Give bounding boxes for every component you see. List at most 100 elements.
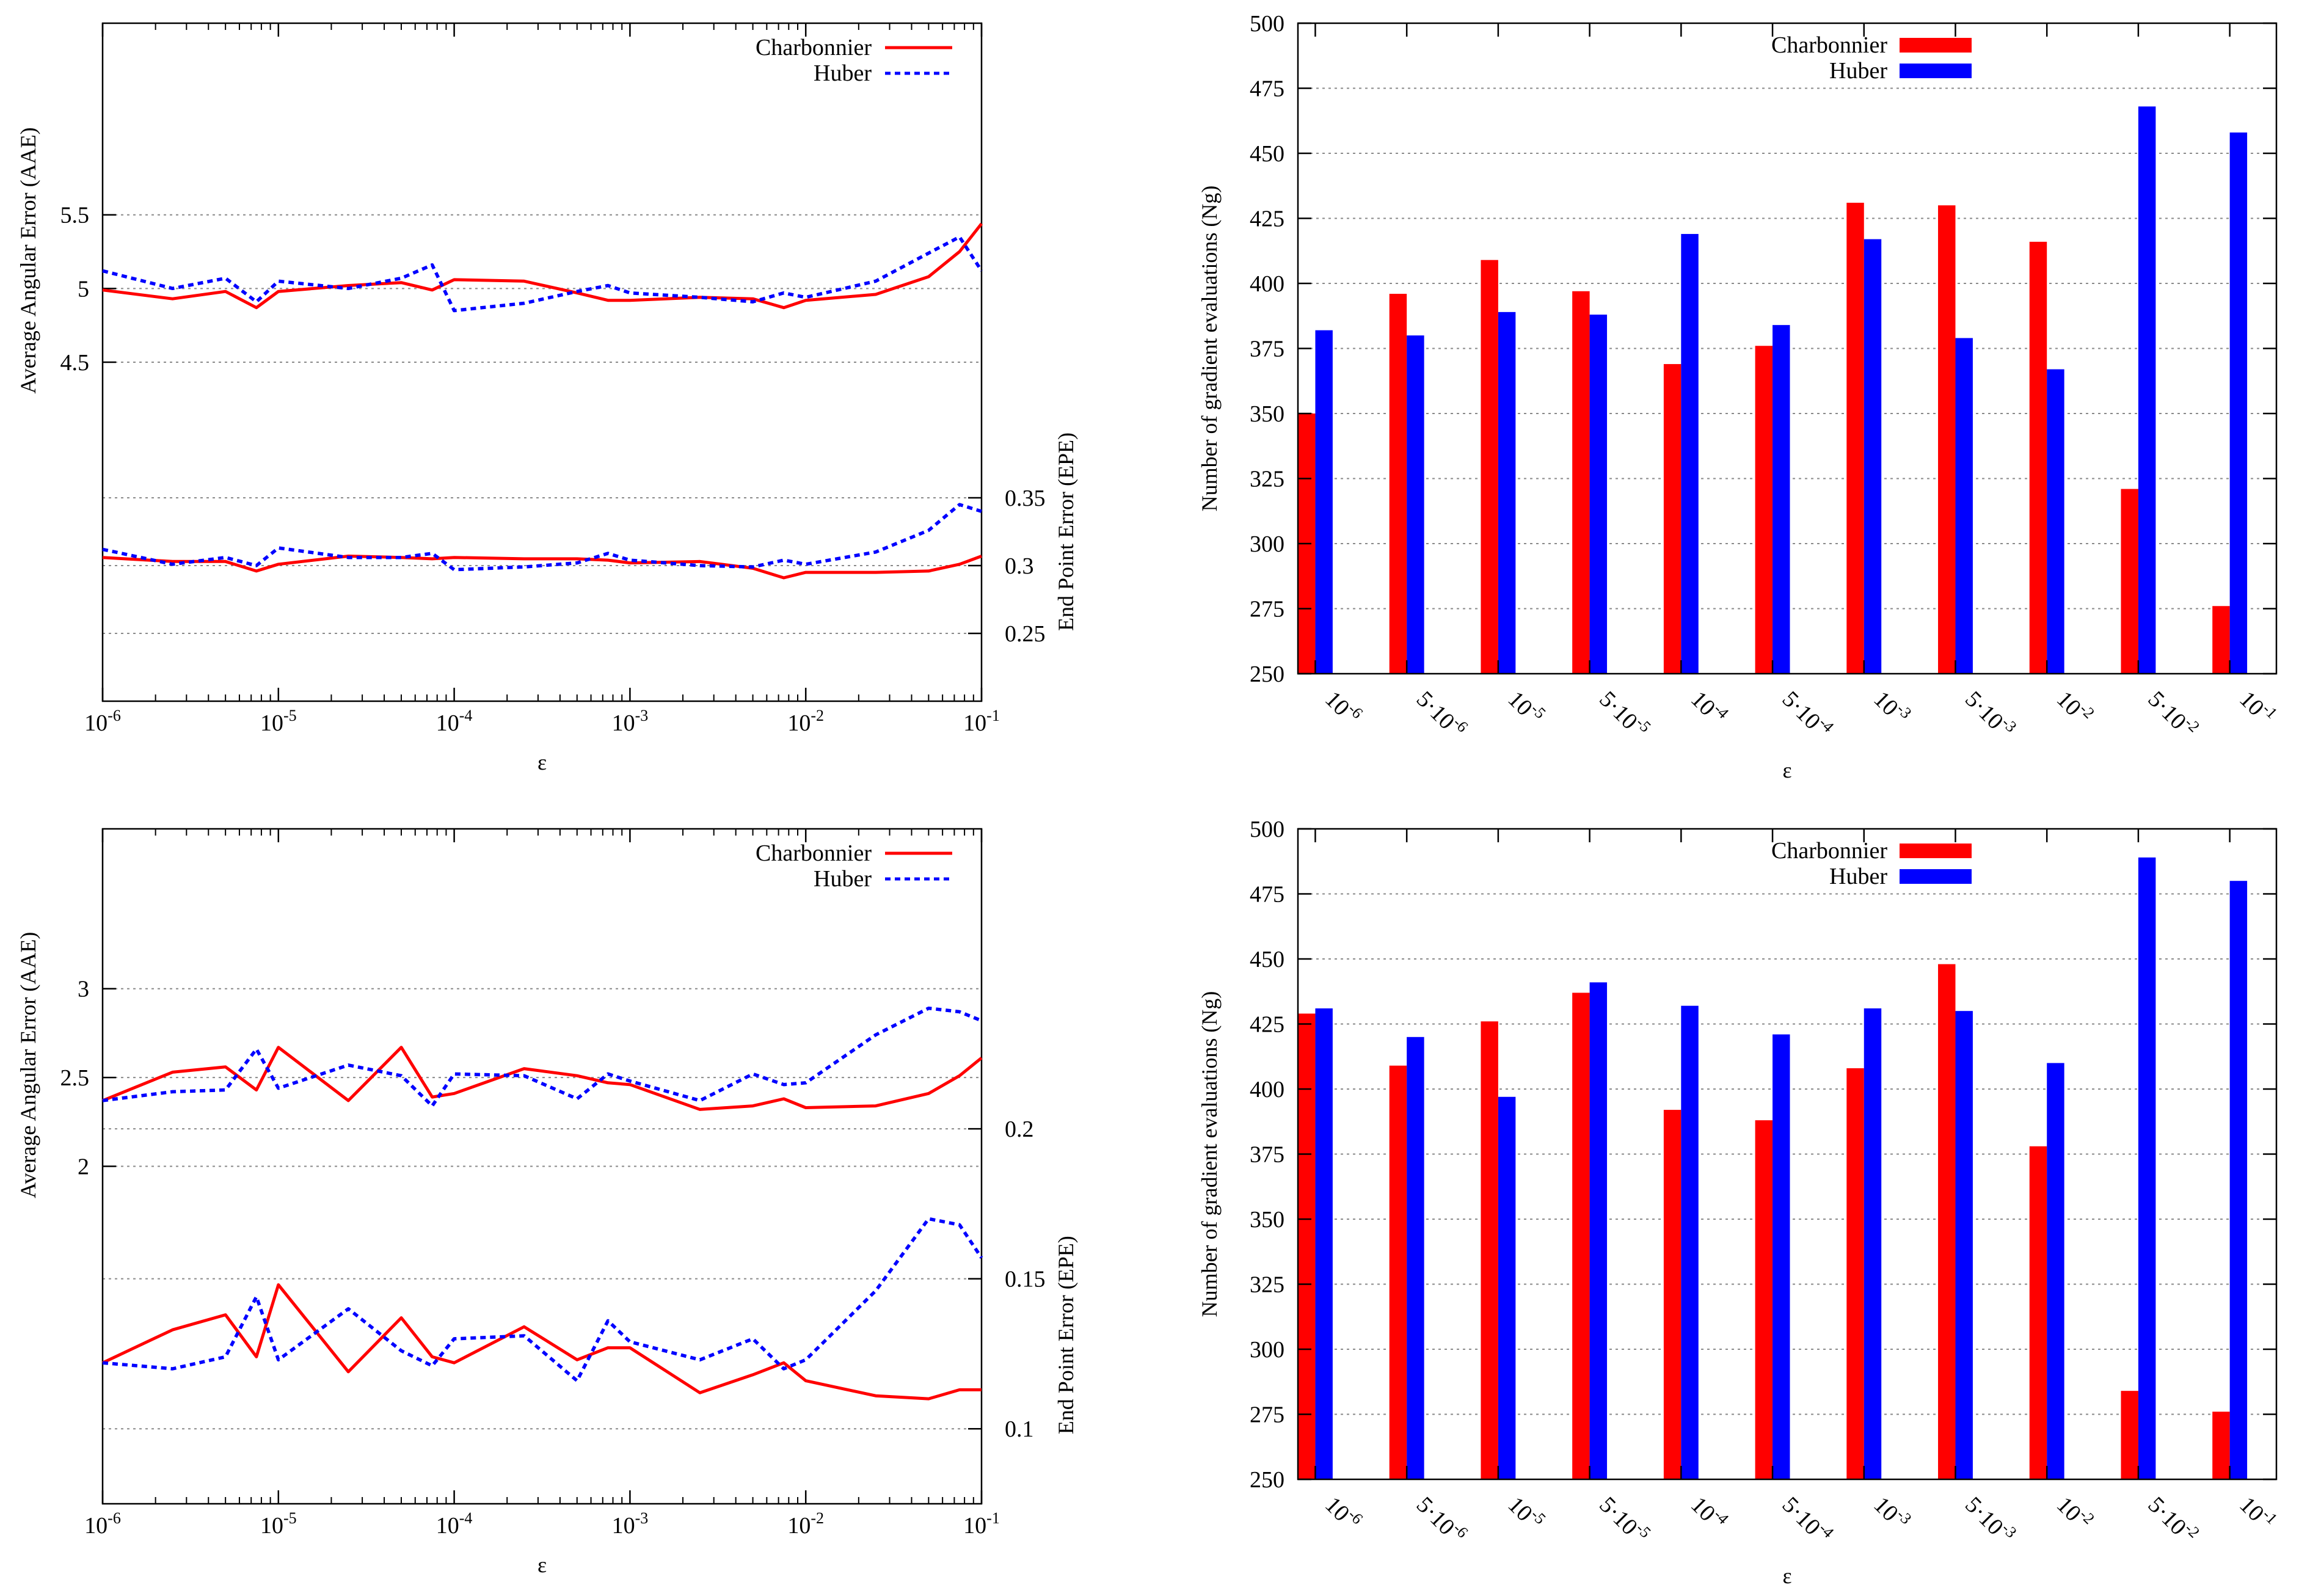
bar-charbonnier <box>2121 1391 2138 1479</box>
epe-tick-label: 0.35 <box>1005 486 1046 511</box>
y-tick-label: 475 <box>1250 76 1284 102</box>
bar-huber <box>2229 881 2248 1479</box>
bar-charbonnier <box>2212 1412 2230 1479</box>
line-chart-panel-top-left: 10-6 10-5 10-4 10-3 10-2 10-14.555.50.250.30.… <box>16 22 1078 774</box>
aae-tick-label: 5.5 <box>60 203 90 228</box>
y-tick-label: 325 <box>1250 467 1284 492</box>
x-tick-label-exponent: -3 <box>635 1509 649 1527</box>
legend-label-charbonnier: Charbonnier <box>756 840 872 866</box>
bar-charbonnier <box>1846 1068 1864 1479</box>
bar-huber <box>1681 1005 1699 1479</box>
epe-tick-label: 0.2 <box>1005 1117 1034 1142</box>
legend-label-huber: Huber <box>814 866 872 892</box>
bar-charbonnier <box>1755 346 1773 674</box>
x-tick-label-exponent: -2 <box>811 707 824 724</box>
x-tick-label-base: 10 <box>260 1513 283 1539</box>
y-axis-label-left: Average Angular Error (AAE) <box>16 127 40 393</box>
bar-charbonnier <box>1938 205 1956 674</box>
x-tick-label-base: 10 <box>963 710 986 736</box>
x-tick-label-exponent: -5 <box>283 1509 297 1527</box>
series-line-charbonnier-aae <box>102 1046 983 1111</box>
bar-charbonnier <box>2029 241 2047 674</box>
x-tick-label: 10-1 <box>963 707 1000 736</box>
x-tick-label-exponent: -4 <box>459 1509 473 1527</box>
y-axis-label-left: Average Angular Error (AAE) <box>16 932 40 1198</box>
x-tick-label: 10-3 <box>612 1509 649 1539</box>
y-tick-label: 300 <box>1250 531 1284 557</box>
epe-tick-label: 0.15 <box>1005 1267 1046 1292</box>
bar-charbonnier <box>1389 294 1407 674</box>
x-tick-label: 10-6 <box>84 707 121 736</box>
x-axis-label: ε <box>1782 1564 1791 1588</box>
bar-huber <box>1407 1037 1424 1479</box>
series-line-charbonnier-epe <box>102 555 982 580</box>
bar-charbonnier <box>2212 606 2230 674</box>
bar-huber <box>1773 1034 1790 1479</box>
x-tick-label-exponent: -1 <box>986 1509 1000 1527</box>
x-tick-label-base: 10 <box>84 710 107 736</box>
legend-label-huber: Huber <box>1829 864 1887 889</box>
x-tick-label-base: 10 <box>436 710 459 736</box>
series-line-huber-aae <box>102 235 983 313</box>
x-tick-label: 10-1 <box>963 1509 1000 1539</box>
x-tick-label-base: 10 <box>436 1513 459 1539</box>
y-tick-label: 450 <box>1250 947 1284 972</box>
aae-tick-label: 3 <box>78 977 89 1002</box>
series-line-huber-aae <box>102 1006 983 1108</box>
bar-huber <box>2229 132 2248 674</box>
series-line-huber-epe <box>102 503 982 572</box>
legend-swatch-huber <box>1900 869 1972 884</box>
bar-huber <box>1955 1011 1973 1479</box>
y-tick-label: 400 <box>1250 1077 1284 1102</box>
x-tick-label: 10-3 <box>612 707 649 736</box>
series-line-charbonnier-epe <box>101 1283 982 1401</box>
bar-huber <box>1955 338 1973 674</box>
bar-huber <box>1498 1096 1516 1479</box>
y-tick-label: 350 <box>1250 1207 1284 1233</box>
legend-label-huber: Huber <box>1829 58 1887 84</box>
aae-tick-label: 2.5 <box>60 1065 90 1091</box>
x-tick-label-base: 10 <box>787 710 811 736</box>
y-tick-label: 375 <box>1250 1142 1284 1168</box>
x-tick-label-exponent: -6 <box>107 707 121 724</box>
x-tick-label: 10-5 <box>260 707 297 736</box>
epe-tick-label: 0.25 <box>1005 621 1046 647</box>
x-axis-label: ε <box>537 750 547 774</box>
bar-huber <box>1681 234 1699 674</box>
x-tick-label: 10-2 <box>787 1509 824 1539</box>
x-tick-label: 10-5 <box>260 1509 297 1539</box>
x-tick-label-base: 10 <box>963 1513 986 1539</box>
x-tick-label-exponent: -3 <box>635 707 649 724</box>
x-tick-label-exponent: -5 <box>283 707 297 724</box>
bar-huber <box>1773 325 1790 674</box>
legend-label-charbonnier: Charbonnier <box>1771 32 1887 58</box>
y-axis-label: Number of gradient evaluations (Ng) <box>1197 186 1222 512</box>
x-axis-label: ε <box>537 1553 547 1577</box>
y-tick-label: 450 <box>1250 141 1284 167</box>
bar-huber <box>2047 369 2064 674</box>
bar-charbonnier <box>2029 1146 2047 1479</box>
legend-swatch-huber <box>1900 64 1972 78</box>
line-chart-panel-bottom-left: 10-6 10-5 10-4 10-3 10-2 10-122.530.10.150.2ε… <box>16 828 1078 1577</box>
bar-huber <box>1589 982 1608 1479</box>
bar-charbonnier <box>2121 489 2138 674</box>
x-tick-label: 10-4 <box>436 1509 473 1539</box>
series-line-huber-epe <box>102 1217 983 1383</box>
epe-tick-label: 0.3 <box>1005 553 1034 579</box>
x-tick-label-exponent: -4 <box>459 707 473 724</box>
bar-huber <box>2138 857 2156 1479</box>
bar-huber <box>1864 239 1882 674</box>
y-tick-label: 425 <box>1250 206 1284 232</box>
y-tick-label: 475 <box>1250 882 1284 908</box>
y-tick-label: 275 <box>1250 597 1284 622</box>
bar-charbonnier <box>1389 1065 1407 1479</box>
x-tick-label-base: 10 <box>612 710 635 736</box>
legend-label-charbonnier: Charbonnier <box>1771 838 1887 864</box>
x-tick-label: 10-2 <box>787 707 824 736</box>
y-tick-label: 250 <box>1250 1467 1284 1493</box>
y-tick-label: 500 <box>1250 11 1284 37</box>
legend-swatch-charbonnier <box>1900 38 1972 53</box>
bar-charbonnier <box>1663 364 1681 674</box>
bar-huber <box>1498 312 1516 674</box>
